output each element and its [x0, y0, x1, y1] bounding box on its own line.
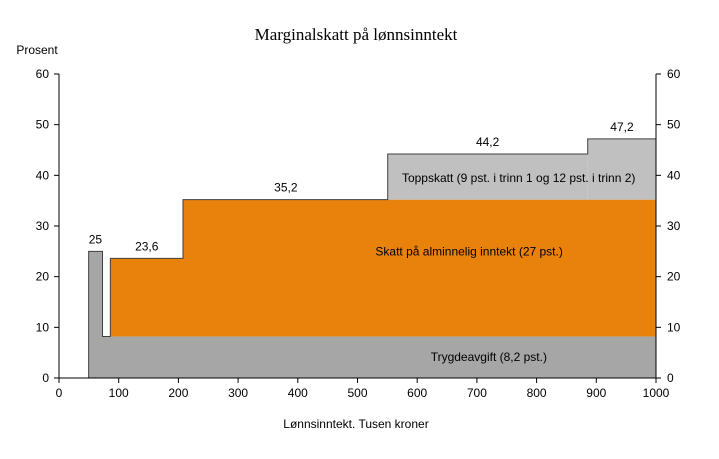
x-tick-label: 300: [228, 386, 248, 400]
y-tick-label-right: 60: [667, 67, 681, 81]
value-label: 47,2: [610, 120, 634, 134]
x-tick-label: 0: [56, 386, 63, 400]
band-trygdeavgift-segment-2: [102, 336, 656, 378]
x-tick-label: 200: [168, 386, 188, 400]
band-labels: Trygdeavgift (8,2 pst.) Skatt på alminnel…: [375, 171, 635, 364]
y-tick-label-left: 60: [36, 67, 50, 81]
x-tick-label: 600: [407, 386, 427, 400]
y-tick-label-left: 20: [36, 270, 50, 284]
x-tick-label: 1000: [643, 386, 670, 400]
tax-bands: [59, 138, 657, 379]
x-tick-label: 500: [347, 386, 367, 400]
y-tick-label-left: 50: [36, 118, 50, 132]
x-tick-label: 400: [288, 386, 308, 400]
x-tick-label: 100: [109, 386, 129, 400]
band-label: Trygdeavgift (8,2 pst.): [431, 350, 547, 364]
band-label: Toppskatt (9 pst. i trinn 1 og 12 pst. i…: [402, 171, 635, 185]
y-tick-label-left: 0: [42, 371, 49, 385]
y-tick-label-right: 0: [667, 371, 674, 385]
y-tick-label-right: 30: [667, 219, 681, 233]
x-axis-label: Lønnsinntekt. Tusen kroner: [283, 417, 428, 431]
y-tick-label-right: 40: [667, 168, 681, 182]
y-tick-label-left: 40: [36, 168, 50, 182]
x-tick-label: 800: [527, 386, 547, 400]
band-toppskatt-segment-2: [587, 138, 656, 200]
y-tick-label-left: 30: [36, 219, 50, 233]
band-skatt-segment-2: [182, 199, 657, 337]
band-skatt-segment-1: [110, 258, 183, 337]
value-label: 23,6: [135, 239, 159, 253]
x-tick-label: 900: [586, 386, 606, 400]
value-label: 35,2: [274, 181, 298, 195]
y-axis-label: Prosent: [16, 43, 58, 57]
value-label: 44,2: [476, 135, 500, 149]
y-tick-label-left: 10: [36, 320, 50, 334]
band-label: Skatt på alminnelig inntekt (27 pst.): [375, 244, 562, 258]
value-label: 25: [89, 232, 103, 246]
y-tick-label-right: 50: [667, 118, 681, 132]
total-marginal-tax-line: [59, 138, 656, 379]
x-tick-label: 700: [467, 386, 487, 400]
band-trygdeavgift-segment-1: [88, 251, 103, 378]
y-tick-label-right: 20: [667, 270, 681, 284]
chart-title: Marginalskatt på lønnsinntekt: [255, 25, 458, 44]
band-toppskatt-segment-1: [387, 154, 588, 200]
value-labels: 25 23,6 35,2 44,2 47,2: [89, 120, 634, 254]
y-tick-label-right: 10: [667, 320, 681, 334]
